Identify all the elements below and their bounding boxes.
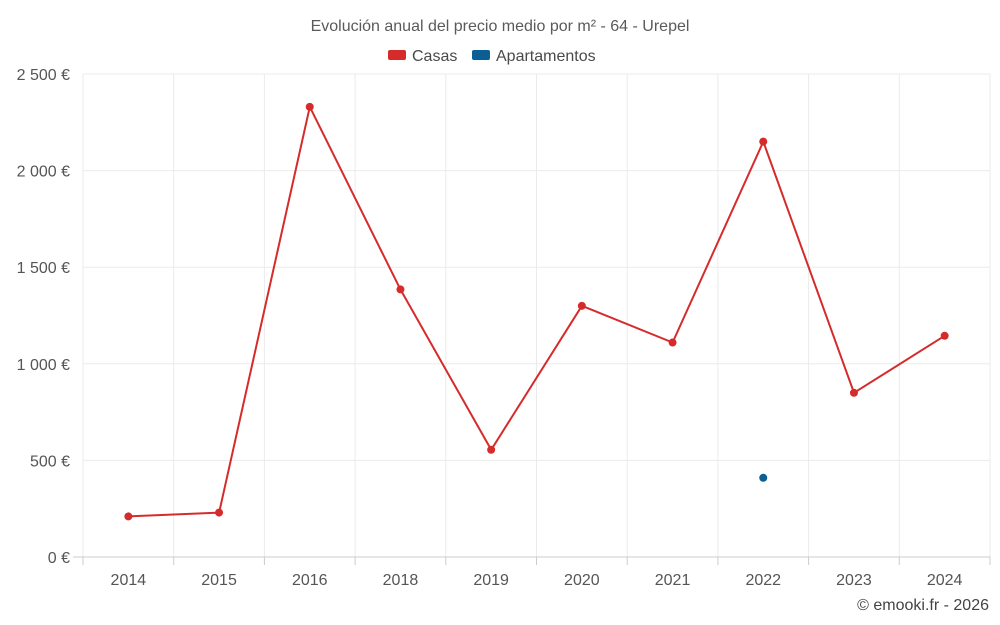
gridlines (82, 73, 991, 557)
x-tick-label: 2023 (836, 572, 872, 589)
data-point-casas[interactable] (940, 331, 949, 340)
credit-text: © emooki.fr - 2026 (857, 597, 989, 614)
data-point-casas[interactable] (396, 285, 405, 294)
axes: 0 € 500 € 1 000 € 1 500 € 2 000 € 2 500 € 2014… (17, 67, 991, 589)
data-point-casas[interactable] (124, 512, 133, 521)
data-point-casas[interactable] (849, 388, 858, 397)
x-tick-label: 2018 (383, 572, 419, 589)
data-point-casas[interactable] (487, 445, 496, 454)
x-tick-label: 2022 (745, 572, 781, 589)
legend-swatch-casas (388, 50, 406, 60)
y-tick-label: 0 € (48, 550, 70, 567)
data-point-casas[interactable] (668, 338, 677, 347)
chart-title: Evolución anual del precio medio por m² … (311, 18, 690, 35)
data-point-casas[interactable] (215, 508, 224, 517)
data-point-apartamentos[interactable] (759, 473, 768, 482)
x-tick-label: 2015 (201, 572, 237, 589)
legend-item-casas[interactable]: Casas (388, 48, 457, 65)
legend-item-apartamentos[interactable]: Apartamentos (472, 48, 596, 65)
x-tick-label: 2021 (655, 572, 691, 589)
series-line-casas (128, 105, 946, 518)
x-tick-label: 2014 (111, 572, 147, 589)
x-tick-label: 2020 (564, 572, 600, 589)
y-tick-label: 2 000 € (17, 164, 70, 181)
x-tick-label: 2016 (292, 572, 328, 589)
plot-area (124, 102, 949, 521)
y-tick-label: 2 500 € (17, 67, 70, 84)
y-tick-label: 1 000 € (17, 357, 70, 374)
legend-swatch-apartamentos (472, 50, 490, 60)
data-point-casas[interactable] (305, 102, 314, 111)
legend-label-casas: Casas (412, 48, 457, 65)
data-point-casas[interactable] (577, 301, 586, 310)
x-tick-label: 2024 (927, 572, 963, 589)
legend[interactable]: Casas Apartamentos (388, 48, 596, 65)
y-tick-label: 1 500 € (17, 260, 70, 277)
y-tick-label: 500 € (30, 453, 70, 470)
legend-label-apartamentos: Apartamentos (496, 48, 596, 65)
data-point-casas[interactable] (759, 137, 768, 146)
x-tick-label: 2019 (473, 572, 509, 589)
